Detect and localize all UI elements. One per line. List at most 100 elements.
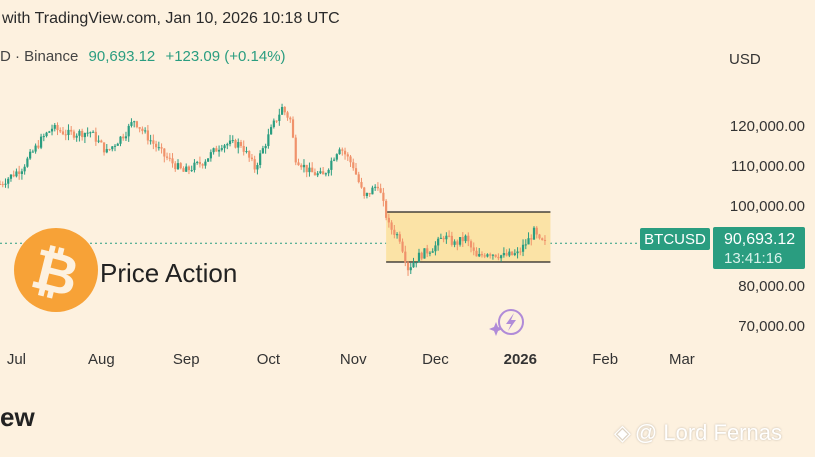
candle-body [157,147,160,149]
candle-body [524,244,527,246]
candle-body [327,169,330,174]
y-axis: 120,000.00 110,000.00 100,000.00 80,000.00 7… [730,118,805,335]
candle-body [450,235,453,245]
candle-body [212,148,215,153]
candle-body [330,160,333,170]
candle-body [154,143,158,148]
candle-body [270,127,273,135]
candle-body [228,140,232,145]
candle-body [500,255,503,259]
candle-body [445,235,448,240]
candle-body [135,121,139,128]
candle-body [483,255,486,257]
candle-body [61,131,65,135]
candle-body [437,238,440,246]
candle-body [291,119,295,138]
bitcoin-logo-icon: ₿ [14,228,98,312]
quote-line: D · Binance 90,693.12 +123.09 (+0.14%) [0,48,286,65]
bottom-text-fragment: ew [0,402,35,432]
candle-body [187,166,191,171]
candle-body [352,162,355,169]
candle-body [543,239,547,241]
candle-body [442,237,445,240]
candle-body [530,238,533,240]
candle-body [516,251,519,254]
candle-body [160,147,163,149]
candle-body [130,122,133,126]
candle-body [300,165,303,168]
candle-body [286,112,289,118]
candle-body [313,172,317,176]
candle-body [122,136,125,139]
candle-body [56,124,59,131]
candle-body [1,184,4,186]
candle-body [102,142,106,153]
x-tick-label: Dec [422,351,449,368]
candle-body [401,241,404,252]
candle-body [311,167,314,173]
candle-body [341,149,344,151]
candle-body [165,156,169,158]
price-tag-symbol: BTCUSD [644,231,706,248]
candle-body [349,156,352,163]
candle-body [144,130,147,132]
candle-body [294,137,297,163]
candle-body [472,247,475,251]
candles-group [0,103,547,276]
candle-body [15,171,18,177]
candle-body [141,128,144,132]
candle-body [379,188,382,193]
candle-body [20,171,24,174]
candle-body [505,253,508,256]
x-tick-label: Sep [173,351,200,368]
candle-body [513,253,516,255]
candle-body [234,140,237,148]
candle-body [237,142,240,148]
candle-body [9,174,13,179]
candle-body [395,234,399,236]
candle-body [280,106,284,115]
candle-body [415,262,418,264]
candle-body [354,168,358,175]
candle-body [464,235,467,242]
candle-body [242,145,245,152]
candle-body [426,248,429,254]
candle-body [146,130,149,141]
x-axis: Jul Aug Sep Oct Nov Dec 2026 Feb Mar [7,351,695,368]
price-tag-countdown: 13:41:16 [724,250,782,267]
watermark: ◈ @ Lord Fernas [614,420,782,446]
candle-body [278,114,281,121]
candle-body [149,140,152,142]
x-tick-label: Nov [340,351,367,368]
candle-body [201,164,204,166]
candle-body [357,174,360,183]
candle-body [70,129,73,132]
candle-body [316,173,319,176]
candle-body [360,182,363,188]
candle-body [478,253,481,257]
candle-body [185,166,188,172]
candle-body [387,217,390,223]
candle-body [29,151,32,159]
candle-body [283,106,286,113]
candle-body [48,131,51,133]
candle-body [393,229,396,235]
candle-body [302,164,306,168]
candle-body [256,165,259,170]
candle-body [374,186,377,188]
price-tag: BTCUSD 90,693.12 13:41:16 [640,227,805,269]
candle-body [527,238,530,245]
candle-body [371,187,374,195]
candle-body [521,244,525,252]
price-action-annotation: Price Action [100,258,237,288]
lightning-sparkle-icon[interactable] [489,309,524,336]
candle-body [111,146,114,150]
candle-body [133,121,136,123]
price-change: +123.09 (+0.14%) [165,48,286,65]
candle-body [475,250,478,257]
y-tick-label: 70,000.00 [738,318,805,335]
candle-body [64,134,67,136]
candle-body [541,238,544,240]
candle-body [163,148,166,157]
